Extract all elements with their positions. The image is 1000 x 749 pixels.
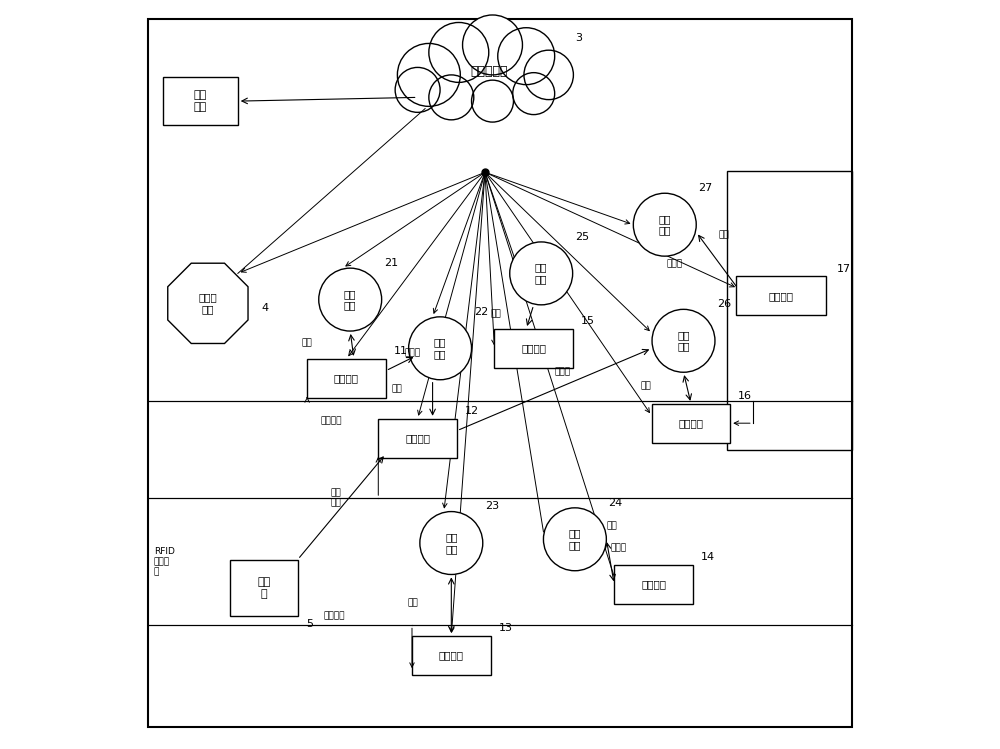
Circle shape <box>463 15 522 75</box>
Circle shape <box>429 75 474 120</box>
Polygon shape <box>168 263 248 344</box>
Text: 22: 22 <box>474 306 488 317</box>
Circle shape <box>472 80 513 122</box>
Text: RFID
无线信
号: RFID 无线信 号 <box>154 547 175 577</box>
Text: 主从: 主从 <box>640 381 651 390</box>
Text: 用户
终端: 用户 终端 <box>569 529 581 550</box>
Text: 车载设备: 车载设备 <box>334 373 359 383</box>
Text: 21: 21 <box>384 258 398 268</box>
Text: 主从: 主从 <box>490 310 501 319</box>
Circle shape <box>513 73 555 115</box>
Text: 主从: 主从 <box>719 231 730 240</box>
Circle shape <box>633 193 696 256</box>
Text: 主从: 主从 <box>408 598 419 607</box>
Text: 26: 26 <box>717 299 731 309</box>
Circle shape <box>543 508 606 571</box>
Text: 用户
终端: 用户 终端 <box>344 289 356 310</box>
Text: 云端服务器: 云端服务器 <box>470 64 508 78</box>
Circle shape <box>420 512 483 574</box>
Text: 遥控
指令: 遥控 指令 <box>331 488 341 508</box>
Text: 车载设备: 车载设备 <box>768 291 793 301</box>
Text: 非主从: 非主从 <box>610 544 626 553</box>
Circle shape <box>319 268 382 331</box>
Text: 无线读
写器: 无线读 写器 <box>199 293 217 314</box>
Text: 车载设备: 车载设备 <box>641 579 666 589</box>
FancyBboxPatch shape <box>230 560 298 616</box>
Text: 15: 15 <box>581 316 595 327</box>
Text: 报警有效: 报警有效 <box>324 611 345 620</box>
Text: 11: 11 <box>394 346 408 357</box>
Text: 4: 4 <box>262 303 269 313</box>
Text: 主从: 主从 <box>607 521 617 530</box>
FancyBboxPatch shape <box>494 329 573 368</box>
Text: 14: 14 <box>701 552 715 562</box>
Text: 车载设备: 车载设备 <box>521 343 546 354</box>
Text: 5: 5 <box>306 619 313 629</box>
FancyBboxPatch shape <box>614 565 693 604</box>
Text: 遥控
器: 遥控 器 <box>257 577 271 598</box>
Text: 17: 17 <box>837 264 851 274</box>
Text: 用户
终端: 用户 终端 <box>535 263 547 284</box>
Text: 非主从: 非主从 <box>554 368 571 377</box>
Text: 用户
终端: 用户 终端 <box>677 330 690 351</box>
Text: 27: 27 <box>698 183 713 193</box>
Text: 16: 16 <box>738 391 752 401</box>
Circle shape <box>429 22 489 82</box>
Text: 24: 24 <box>609 497 623 508</box>
Text: 车载设备: 车载设备 <box>439 650 464 661</box>
Text: 用户
终端: 用户 终端 <box>434 338 446 359</box>
Text: 23: 23 <box>485 501 499 512</box>
Text: 用户
终端: 用户 终端 <box>659 214 671 235</box>
FancyBboxPatch shape <box>148 19 852 727</box>
Text: 非主从: 非主从 <box>667 259 683 268</box>
Circle shape <box>409 317 472 380</box>
Circle shape <box>395 67 440 112</box>
FancyBboxPatch shape <box>412 636 491 675</box>
FancyBboxPatch shape <box>652 404 730 443</box>
Circle shape <box>397 43 460 106</box>
Text: 主从: 主从 <box>301 338 312 347</box>
Text: 25: 25 <box>575 231 589 242</box>
FancyBboxPatch shape <box>736 276 826 315</box>
FancyBboxPatch shape <box>163 77 238 125</box>
Circle shape <box>652 309 715 372</box>
Text: 车载设备: 车载设备 <box>405 433 430 443</box>
Text: 13: 13 <box>499 623 513 634</box>
Text: 非主从: 非主从 <box>405 349 421 358</box>
FancyBboxPatch shape <box>307 359 386 398</box>
Circle shape <box>524 50 573 100</box>
Text: 管理
部门: 管理 部门 <box>194 91 207 112</box>
Text: 车载设备: 车载设备 <box>678 418 703 428</box>
Circle shape <box>498 28 555 85</box>
Text: 12: 12 <box>465 406 479 416</box>
Circle shape <box>510 242 573 305</box>
FancyBboxPatch shape <box>378 419 457 458</box>
Text: 报警有效: 报警有效 <box>320 416 342 425</box>
Text: 用户
终端: 用户 终端 <box>445 533 458 554</box>
Text: 主从: 主从 <box>391 385 402 394</box>
Text: 3: 3 <box>575 33 582 43</box>
